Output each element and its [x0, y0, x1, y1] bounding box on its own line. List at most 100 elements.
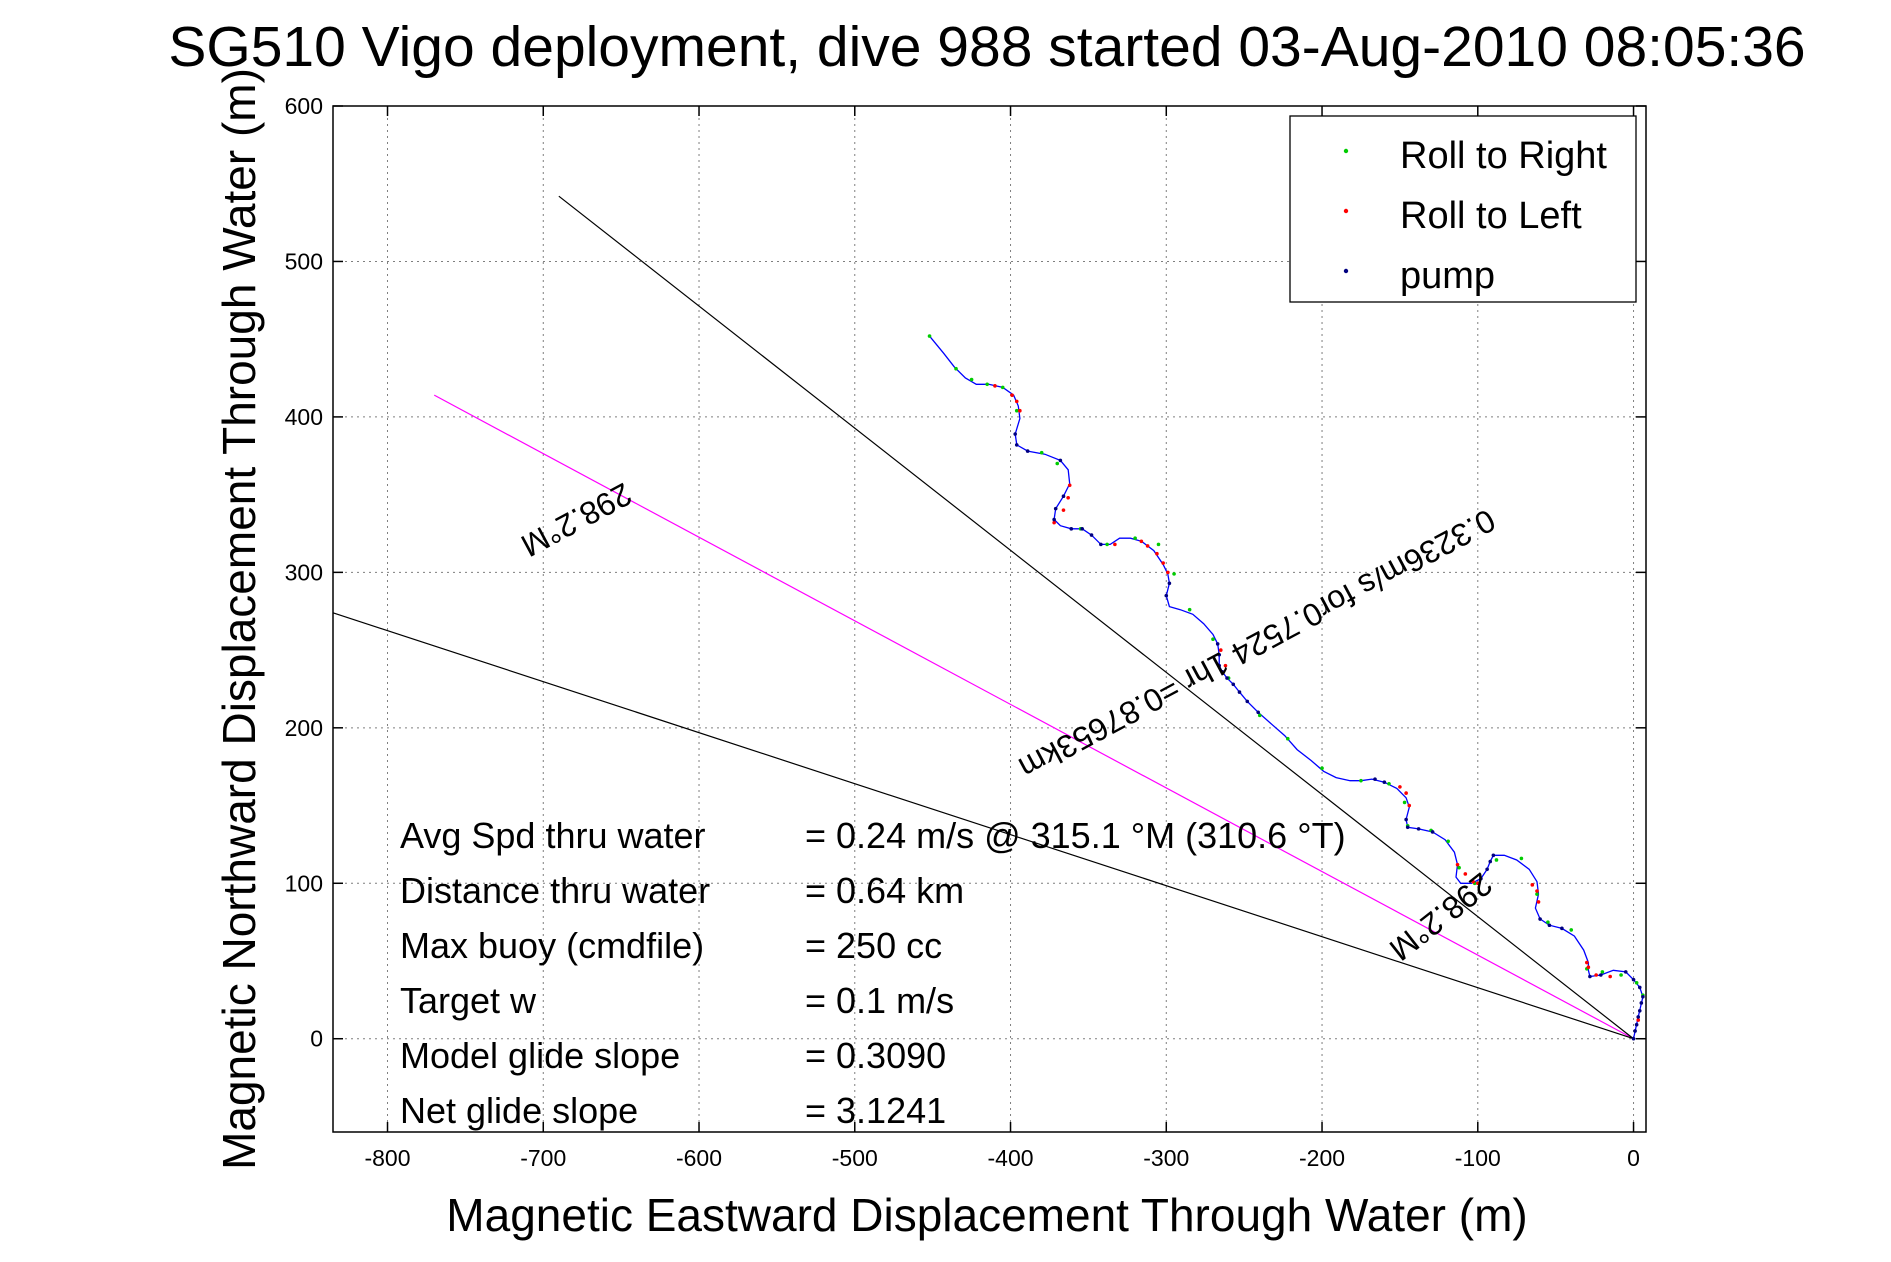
- dive-stats: Avg Spd thru water = 0.24 m/s @ 315.1 °M …: [400, 815, 1346, 1131]
- y-tick-label: 100: [285, 870, 323, 896]
- legend: Roll to Right Roll to Left pump: [1289, 115, 1637, 303]
- roll-left-point: [993, 384, 997, 388]
- stat-label: Net glide slope: [400, 1090, 638, 1131]
- reference-line: [433, 394, 1634, 1040]
- roll-left-point: [1014, 399, 1019, 404]
- pump-point: [1488, 859, 1493, 864]
- x-tick-label: -300: [1143, 1145, 1189, 1171]
- roll-left-point: [1067, 483, 1072, 488]
- roll-right-point: [1257, 713, 1262, 718]
- y-tick-label: 400: [285, 404, 323, 430]
- roll-right-point: [1546, 920, 1550, 924]
- roll-right-point: [1446, 839, 1450, 844]
- roll-left-point: [1407, 803, 1412, 808]
- roll-left-point: [1475, 881, 1480, 886]
- legend-label: Roll to Left: [1400, 195, 1582, 237]
- pump-point: [1641, 994, 1645, 999]
- roll-right-point: [1320, 766, 1324, 771]
- pump-point: [1014, 443, 1019, 447]
- pump-point: [1373, 777, 1377, 781]
- roll-right-point: [1211, 637, 1215, 642]
- roll-right-point: [1457, 865, 1461, 870]
- pump-point: [1637, 985, 1642, 990]
- roll-left-point: [1404, 791, 1408, 795]
- x-tick-label: -200: [1299, 1145, 1345, 1171]
- pump-point: [1639, 1001, 1644, 1005]
- chart-title: SG510 Vigo deployment, dive 988 started …: [168, 15, 1805, 79]
- roll-left-point: [1535, 889, 1539, 893]
- roll-right-point: [969, 377, 974, 382]
- pump-point: [1538, 917, 1542, 921]
- y-axis-label: Magnetic Northward Displacement Through …: [213, 68, 265, 1170]
- roll-left-point: [1145, 544, 1150, 548]
- roll-left-point: [1594, 973, 1598, 977]
- roll-left-point: [1139, 539, 1144, 544]
- pump-point: [1053, 506, 1058, 511]
- roll-left-point: [1010, 393, 1014, 397]
- pump-point: [1069, 527, 1074, 531]
- y-tick-label: 600: [285, 93, 323, 119]
- x-axis-ticks: -800 -700 -600 -500 -400 -300 -200 -100 0: [364, 106, 1640, 1171]
- roll-left-point: [1536, 900, 1541, 904]
- roll-right-point: [1402, 800, 1407, 805]
- roll-left-point: [1155, 551, 1159, 556]
- pump-point: [1099, 542, 1103, 547]
- roll-right-point: [1156, 542, 1161, 547]
- roll-right-point: [1133, 536, 1137, 540]
- roll-left-point: [1471, 879, 1475, 884]
- pump-point: [1588, 974, 1592, 979]
- stat-label: Avg Spd thru water: [400, 815, 706, 856]
- legend-marker: [1343, 268, 1349, 274]
- legend-marker: [1343, 148, 1349, 154]
- plot-frame: [332, 105, 1647, 1133]
- stat-value: = 250 cc: [805, 925, 942, 966]
- pump-point: [1485, 867, 1489, 872]
- pump-point: [1623, 970, 1628, 974]
- pump-point: [1430, 830, 1435, 834]
- pump-point: [1631, 1036, 1636, 1041]
- x-tick-label: -700: [520, 1145, 566, 1171]
- pump-point: [1637, 1008, 1642, 1013]
- roll-left-point: [1066, 495, 1070, 500]
- roll-right-point: [985, 382, 989, 387]
- roll-right-point: [1359, 778, 1363, 783]
- pump-point: [1479, 876, 1483, 881]
- y-tick-label: 500: [285, 248, 323, 274]
- pump-point: [1061, 494, 1066, 498]
- pump-point: [1225, 676, 1229, 680]
- x-tick-label: -800: [364, 1145, 410, 1171]
- pump-point: [1631, 977, 1636, 982]
- x-tick-label: -600: [676, 1145, 722, 1171]
- stat-label: Max buoy (cmdfile): [400, 925, 704, 966]
- legend-label: Roll to Right: [1400, 135, 1607, 177]
- pump-point: [1245, 699, 1250, 704]
- roll-right-point: [1187, 607, 1192, 612]
- y-tick-label: 0: [310, 1026, 323, 1052]
- roll-right-point: [954, 366, 958, 371]
- pump-point: [1220, 670, 1225, 674]
- roll-left-point: [1161, 561, 1165, 565]
- roll-left-point: [1398, 785, 1402, 789]
- reference-line: [558, 195, 1634, 1040]
- pump-point: [1404, 817, 1408, 822]
- stat-label: Distance thru water: [400, 870, 710, 911]
- roll-right-point: [927, 334, 932, 338]
- roll-right-point: [1494, 858, 1499, 862]
- pump-point: [1256, 710, 1260, 715]
- pump-point: [1089, 533, 1094, 537]
- roll-left-point: [1585, 960, 1589, 965]
- roll-right-point: [1519, 856, 1524, 861]
- pump-point: [1491, 853, 1496, 858]
- pump-point: [1025, 449, 1030, 453]
- track-markers: [927, 334, 1645, 1041]
- stat-value: = 3.1241: [805, 1090, 946, 1131]
- roll-left-point: [1018, 408, 1022, 413]
- roll-right-point: [1000, 385, 1005, 390]
- stat-value: = 0.1 m/s: [805, 980, 954, 1021]
- roll-left-point: [1455, 862, 1460, 867]
- pump-point: [1405, 825, 1410, 830]
- pump-point: [1560, 926, 1564, 931]
- stat-label: Model glide slope: [400, 1035, 680, 1076]
- pump-point: [1231, 682, 1236, 687]
- pump-point: [1633, 1029, 1637, 1033]
